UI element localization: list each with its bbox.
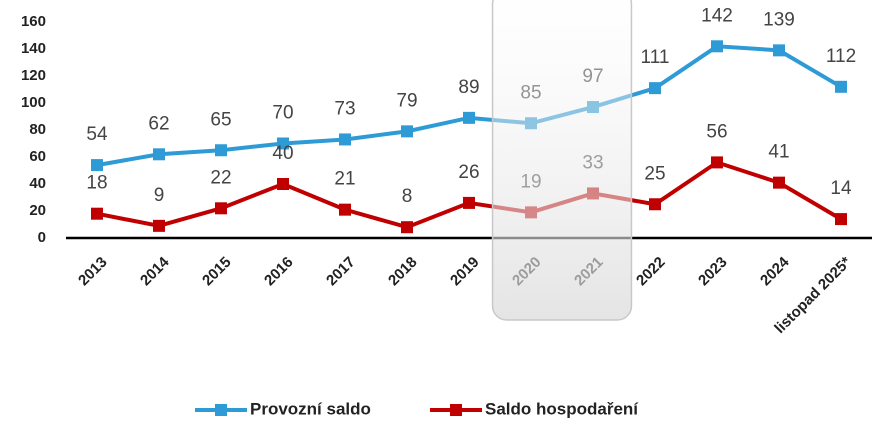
value-label: 56 — [706, 121, 727, 142]
value-label: 70 — [272, 103, 293, 124]
value-label: 142 — [701, 5, 733, 26]
marker — [773, 44, 785, 57]
value-label: 40 — [272, 143, 293, 164]
value-label: 8 — [402, 186, 413, 207]
value-label: 79 — [396, 90, 417, 111]
marker — [649, 82, 661, 95]
legend-label: Provozní saldo — [250, 399, 371, 418]
legend-label: Saldo hospodaření — [485, 399, 639, 418]
value-label: 54 — [86, 124, 108, 145]
marker — [339, 203, 351, 216]
marker — [711, 40, 723, 53]
value-label: 139 — [763, 9, 795, 30]
value-label: 18 — [86, 173, 107, 194]
x-tick-label: 2015 — [199, 254, 235, 290]
marker — [277, 137, 289, 150]
marker — [773, 176, 785, 189]
x-tick-label: 2019 — [447, 254, 483, 290]
marker — [215, 202, 227, 215]
marker — [649, 198, 661, 211]
value-label: 112 — [826, 46, 856, 67]
marker — [91, 159, 103, 172]
marker — [153, 219, 165, 232]
marker — [835, 213, 847, 226]
value-label: 73 — [334, 98, 355, 119]
value-label: 22 — [210, 167, 231, 188]
x-tick-label: 2017 — [323, 254, 359, 290]
x-tick-label: 2022 — [633, 254, 669, 290]
y-tick-label: 140 — [21, 40, 46, 57]
value-label: 111 — [641, 47, 670, 68]
x-tick-label: 2024 — [757, 253, 793, 289]
series-line — [96, 44, 843, 168]
value-label: 89 — [458, 77, 479, 98]
x-tick-label: 2014 — [137, 253, 173, 289]
y-tick-label: 80 — [29, 121, 46, 138]
marker — [277, 178, 289, 190]
value-label: 26 — [458, 162, 479, 183]
value-label: 65 — [210, 109, 231, 130]
marker — [401, 125, 413, 138]
legend-marker — [450, 404, 462, 416]
y-tick-label: 120 — [21, 67, 46, 84]
x-tick-label: 2013 — [75, 254, 111, 290]
y-tick-label: 40 — [29, 175, 46, 192]
marker — [463, 196, 475, 209]
x-tick-label: 2016 — [261, 254, 297, 290]
y-tick-label: 160 — [21, 13, 46, 30]
y-tick-label: 100 — [21, 94, 46, 111]
value-label: 9 — [154, 185, 165, 206]
value-label: 21 — [334, 169, 355, 190]
value-label: 41 — [768, 142, 789, 163]
x-tick-label: 2023 — [695, 254, 731, 290]
marker — [91, 207, 103, 220]
marker — [463, 111, 475, 124]
marker — [401, 221, 413, 234]
y-tick-label: 0 — [38, 229, 46, 246]
highlight-panel — [491, 0, 633, 321]
marker — [711, 156, 723, 169]
y-tick-label: 20 — [29, 202, 46, 219]
legend-marker — [215, 404, 227, 416]
value-label: 14 — [830, 178, 852, 199]
marker — [215, 144, 227, 157]
y-tick-label: 60 — [29, 148, 46, 165]
marker — [339, 133, 351, 146]
value-label: 62 — [148, 113, 169, 134]
x-tick-label: 2018 — [385, 254, 421, 290]
marker — [153, 148, 165, 161]
value-label: 25 — [644, 163, 665, 184]
marker — [835, 80, 847, 93]
